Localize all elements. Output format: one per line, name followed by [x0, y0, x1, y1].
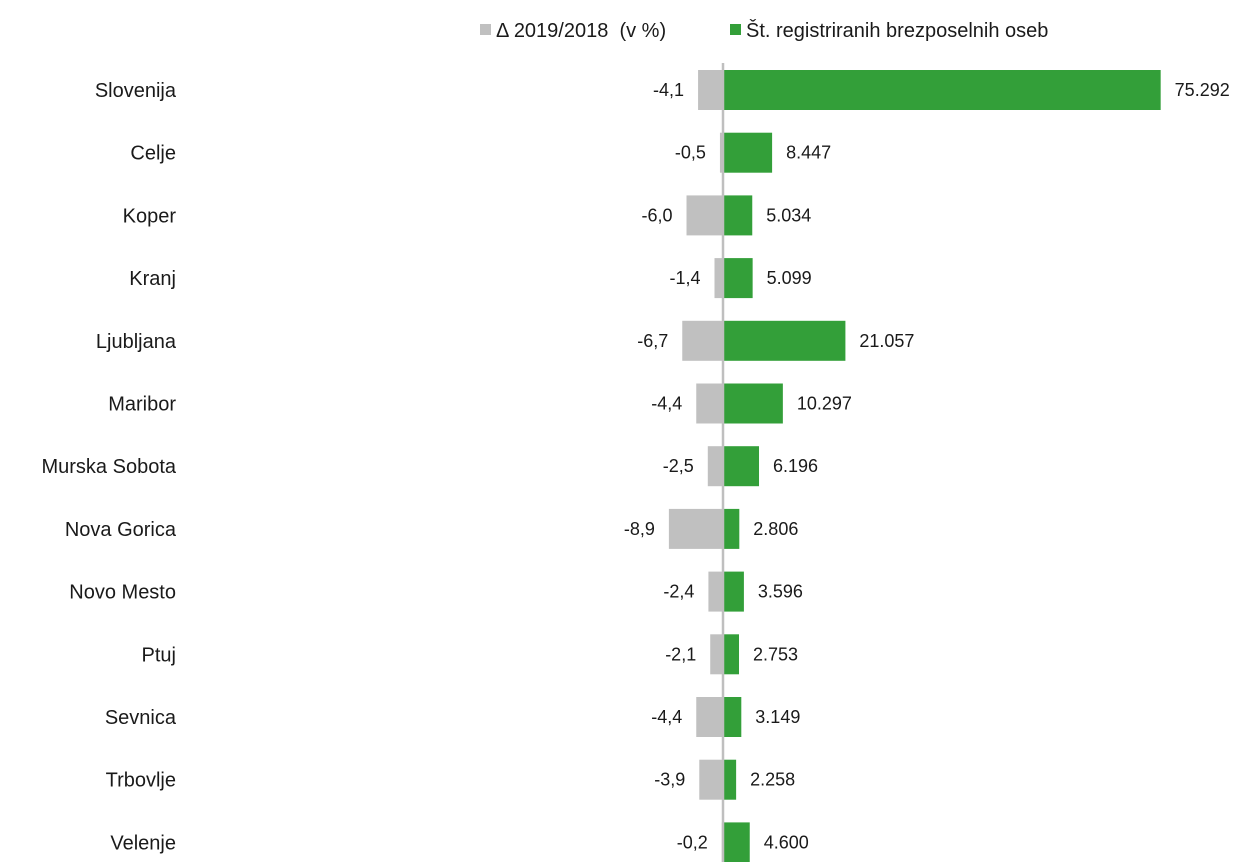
- legend-label-unemployed: Št. registriranih brezposelnih oseb: [746, 19, 1048, 42]
- delta-bar: [707, 446, 723, 487]
- unemployed-bar: [723, 195, 753, 236]
- unemployed-bar: [723, 634, 740, 675]
- category-label: Ptuj: [142, 644, 176, 666]
- bar-row: Maribor -4,4 10.297: [108, 383, 852, 424]
- legend-label-delta: Δ 2019/2018 (v %): [496, 20, 666, 42]
- delta-label: -4,4: [651, 707, 682, 727]
- unemployed-bar: [723, 383, 783, 424]
- category-label: Trbovlje: [106, 770, 176, 792]
- category-label: Murska Sobota: [41, 456, 176, 478]
- unemployed-bar: [723, 258, 753, 299]
- unemployed-label: 3.596: [758, 582, 803, 602]
- category-label: Sevnica: [105, 707, 177, 729]
- bar-row: Velenje -0,2 4.600: [110, 822, 809, 862]
- delta-label: -2,4: [663, 582, 694, 602]
- unemployed-bar: [723, 70, 1161, 110]
- unemployed-bar: [723, 759, 737, 800]
- unemployed-label: 6.196: [773, 456, 818, 476]
- delta-bar: [696, 697, 723, 737]
- category-label: Ljubljana: [96, 331, 177, 353]
- delta-label: -8,9: [624, 519, 655, 539]
- bar-row: Nova Gorica -8,9 2.806: [65, 508, 798, 549]
- delta-bar: [708, 571, 723, 612]
- unemployed-bar: [723, 508, 740, 549]
- unemployed-label: 21.057: [859, 331, 914, 351]
- bar-row: Koper -6,0 5.034: [123, 195, 811, 236]
- category-label: Novo Mesto: [69, 582, 176, 604]
- delta-label: -4,4: [651, 394, 682, 414]
- unemployed-label: 2.753: [753, 644, 798, 664]
- delta-label: -0,5: [675, 143, 706, 163]
- legend-swatch-unemployed: [730, 24, 741, 35]
- delta-bar: [696, 383, 723, 424]
- unemployed-label: 10.297: [797, 394, 852, 414]
- delta-bar: [699, 759, 723, 800]
- bar-row: Kranj -1,4 5.099: [129, 258, 812, 299]
- unemployed-bar: [723, 446, 760, 487]
- bar-row: Sevnica -4,4 3.149: [105, 697, 800, 737]
- delta-label: -2,1: [665, 644, 696, 664]
- delta-bar: [719, 132, 723, 173]
- bar-row: Trbovlje -3,9 2.258: [106, 759, 795, 800]
- unemployed-label: 8.447: [786, 143, 831, 163]
- bar-rows: Slovenija -4,1 75.292 Celje -0,5 8.447 Koper -6…: [41, 70, 1230, 862]
- unemployed-bar: [723, 697, 742, 737]
- unemployed-label: 2.258: [750, 770, 795, 790]
- category-label: Maribor: [108, 394, 176, 416]
- unemployed-label: 75.292: [1175, 80, 1230, 100]
- category-label: Nova Gorica: [65, 519, 177, 541]
- unemployed-label: 4.600: [764, 832, 809, 852]
- bar-row: Ljubljana -6,7 21.057: [96, 320, 914, 361]
- unemployed-label: 5.034: [766, 205, 811, 225]
- delta-bar: [686, 195, 723, 236]
- bar-row: Novo Mesto -2,4 3.596: [69, 571, 803, 612]
- unemployed-bar: [723, 132, 773, 173]
- delta-bar: [698, 70, 723, 110]
- unemployed-bar: [723, 822, 750, 862]
- unemployed-bar: [723, 320, 846, 361]
- delta-label: -2,5: [663, 456, 694, 476]
- bar-row: Celje -0,5 8.447: [130, 132, 831, 173]
- category-label: Koper: [123, 205, 177, 227]
- bar-row: Ptuj -2,1 2.753: [142, 634, 798, 675]
- delta-label: -3,9: [654, 770, 685, 790]
- unemployed-label: 3.149: [755, 707, 800, 727]
- bar-row: Murska Sobota -2,5 6.196: [41, 446, 818, 487]
- category-label: Celje: [130, 143, 176, 165]
- delta-bar: [668, 508, 723, 549]
- delta-label: -4,1: [653, 80, 684, 100]
- unemployed-bar: [723, 571, 744, 612]
- legend-swatch-delta: [480, 24, 491, 35]
- legend: Δ 2019/2018 (v %) Št. registriranih brez…: [480, 19, 1048, 42]
- delta-label: -6,0: [641, 205, 672, 225]
- delta-label: -0,2: [677, 832, 708, 852]
- bar-row: Slovenija -4,1 75.292: [95, 70, 1230, 110]
- unemployed-label: 2.806: [753, 519, 798, 539]
- delta-label: -6,7: [637, 331, 668, 351]
- delta-bar: [714, 258, 723, 299]
- delta-label: -1,4: [669, 268, 700, 288]
- category-label: Slovenija: [95, 80, 177, 102]
- category-label: Velenje: [110, 832, 176, 854]
- delta-bar: [710, 634, 723, 675]
- delta-bar: [682, 320, 723, 361]
- unemployed-label: 5.099: [767, 268, 812, 288]
- category-label: Kranj: [129, 268, 176, 290]
